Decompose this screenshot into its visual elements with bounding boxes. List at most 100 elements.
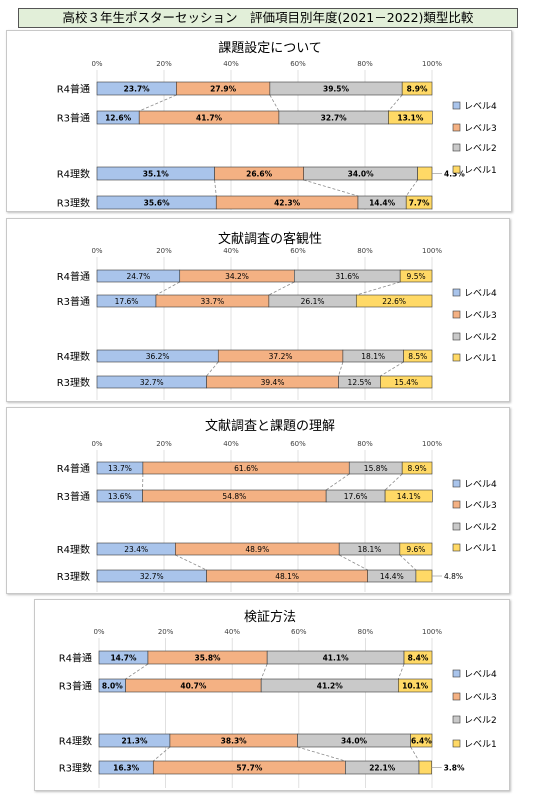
chart-2-data-label: 26.1% bbox=[301, 297, 325, 306]
chart-4-data-label: 21.3% bbox=[121, 737, 148, 746]
chart-1-tick-label: 80% bbox=[357, 60, 373, 68]
chart-2-legend-swatch bbox=[452, 310, 461, 319]
chart-2-legend-label: レベル1 bbox=[464, 354, 497, 364]
chart-3-bar-segment bbox=[415, 569, 433, 583]
chart-4-data-label: 41.1% bbox=[323, 654, 350, 663]
chart-4-data-label: 34.0% bbox=[341, 737, 368, 746]
chart-panel-2 bbox=[6, 218, 510, 402]
chart-1-data-label: 4.3% bbox=[444, 170, 465, 179]
chart-2-legend-label: レベル3 bbox=[464, 311, 497, 321]
chart-4-data-label: 16.3% bbox=[113, 764, 140, 773]
chart-3-tick-label: 80% bbox=[357, 440, 373, 448]
chart-1-category-label: R4理数 bbox=[57, 168, 90, 181]
chart-2-legend-swatch bbox=[452, 353, 461, 362]
chart-1-data-label: 41.7% bbox=[196, 114, 223, 123]
chart-3-tick-label: 20% bbox=[156, 440, 172, 448]
chart-3-bar-segment bbox=[384, 489, 433, 503]
chart-1-series-line bbox=[214, 179, 217, 197]
chart-1-data-label: 14.4% bbox=[369, 199, 396, 208]
chart-1-legend-swatch bbox=[452, 123, 461, 132]
chart-3-data-label: 23.4% bbox=[124, 545, 148, 554]
chart-1-data-label: 13.1% bbox=[397, 114, 424, 123]
chart-3-series-line bbox=[175, 554, 207, 571]
chart-4-tick-label: 60% bbox=[291, 628, 307, 636]
page-title: 高校３年生ポスターセッション 評価項目別年度(2021－2022)類型比較 bbox=[18, 8, 518, 28]
chart-4-data-label: 8.4% bbox=[408, 654, 429, 663]
chart-4-data-label: 3.8% bbox=[444, 764, 465, 773]
chart-1-data-label: 7.7% bbox=[409, 199, 430, 208]
chart-1-bar-segment bbox=[388, 110, 433, 125]
chart-4-data-label: 6.4% bbox=[411, 737, 432, 746]
chart-2-series-line bbox=[206, 361, 219, 377]
chart-3-tick-label: 0% bbox=[91, 440, 102, 448]
chart-2-title: 文献調査の客観性 bbox=[218, 231, 322, 247]
chart-4-series-line bbox=[125, 663, 149, 680]
chart-3-legend-swatch bbox=[452, 500, 461, 509]
chart-4-legend-label: レベル1 bbox=[464, 740, 497, 750]
chart-2-category-label: R3普通 bbox=[57, 295, 90, 308]
chart-1-bar-segment bbox=[417, 166, 433, 181]
chart-2-tick-label: 40% bbox=[223, 247, 239, 255]
chart-1-legend-label: レベル1 bbox=[464, 166, 497, 176]
chart-4-tick-label: 40% bbox=[224, 628, 240, 636]
chart-3-tick-label: 40% bbox=[223, 440, 239, 448]
chart-3-data-label: 18.1% bbox=[358, 545, 382, 554]
chart-3-category-label: R3普通 bbox=[57, 490, 90, 503]
chart-1-data-label: 32.7% bbox=[321, 114, 348, 123]
chart-3-bar-segment bbox=[401, 461, 433, 475]
chart-2-tick-label: 100% bbox=[422, 247, 442, 255]
chart-2-data-label: 39.4% bbox=[261, 378, 285, 387]
chart-1-legend-swatch bbox=[452, 101, 461, 110]
chart-panel-4 bbox=[34, 599, 510, 791]
chart-3-series-line bbox=[325, 473, 350, 491]
chart-1-tick-label: 60% bbox=[290, 60, 306, 68]
chart-1-data-label: 26.6% bbox=[246, 170, 273, 179]
chart-3-tick-label: 100% bbox=[422, 440, 442, 448]
chart-3-data-label: 8.9% bbox=[408, 464, 427, 473]
chart-2-series-line bbox=[356, 281, 401, 296]
chart-3-category-label: R3理数 bbox=[57, 570, 90, 583]
chart-1-data-label: 35.1% bbox=[143, 170, 170, 179]
chart-2-data-label: 17.6% bbox=[115, 297, 139, 306]
chart-1-data-label: 23.7% bbox=[124, 85, 151, 94]
chart-3-category-label: R4理数 bbox=[57, 543, 90, 556]
chart-1-series-line bbox=[405, 179, 418, 197]
chart-2-series-line bbox=[155, 281, 180, 296]
chart-3-data-label: 9.6% bbox=[406, 545, 425, 554]
chart-4-bar-segment bbox=[398, 678, 433, 693]
chart-3-legend-swatch bbox=[452, 522, 461, 531]
chart-1-data-label: 42.3% bbox=[274, 199, 301, 208]
chart-4-bar-segment bbox=[410, 733, 433, 748]
chart-2-bar-segment bbox=[403, 349, 433, 363]
chart-4-series-line bbox=[410, 746, 420, 762]
chart-2-data-label: 22.6% bbox=[382, 297, 406, 306]
chart-3-data-label: 15.8% bbox=[364, 464, 388, 473]
chart-2-data-label: 24.7% bbox=[126, 272, 150, 281]
chart-4-legend-swatch bbox=[452, 692, 461, 701]
chart-1-series-line bbox=[139, 94, 177, 112]
chart-3-legend-label: レベル1 bbox=[464, 544, 497, 554]
chart-2-series-line bbox=[380, 361, 404, 377]
chart-4-series-line bbox=[153, 746, 171, 762]
chart-4-series-line bbox=[260, 663, 268, 680]
chart-1-tick-label: 0% bbox=[91, 60, 102, 68]
chart-2-data-label: 8.5% bbox=[408, 352, 427, 361]
chart-2-bar-segment bbox=[399, 269, 433, 283]
chart-3-legend-swatch bbox=[452, 479, 461, 488]
chart-2-data-label: 33.7% bbox=[200, 297, 224, 306]
chart-2-bar-segment bbox=[355, 294, 433, 308]
chart-2-series-line bbox=[338, 361, 344, 377]
chart-4-data-label: 41.2% bbox=[317, 682, 344, 691]
chart-4-category-label: R3普通 bbox=[59, 680, 92, 693]
chart-2-data-label: 36.2% bbox=[146, 352, 170, 361]
chart-2-tick-label: 0% bbox=[91, 247, 102, 255]
chart-1-legend-swatch bbox=[452, 143, 461, 152]
chart-3-series-line bbox=[339, 554, 368, 571]
chart-4-title: 検証方法 bbox=[244, 609, 296, 625]
chart-4-data-label: 10.1% bbox=[402, 682, 429, 691]
chart-2-category-label: R4普通 bbox=[57, 270, 90, 283]
chart-1-legend-label: レベル4 bbox=[464, 102, 497, 112]
chart-3-data-label: 14.1% bbox=[397, 492, 421, 501]
chart-1-series-line bbox=[303, 179, 359, 197]
